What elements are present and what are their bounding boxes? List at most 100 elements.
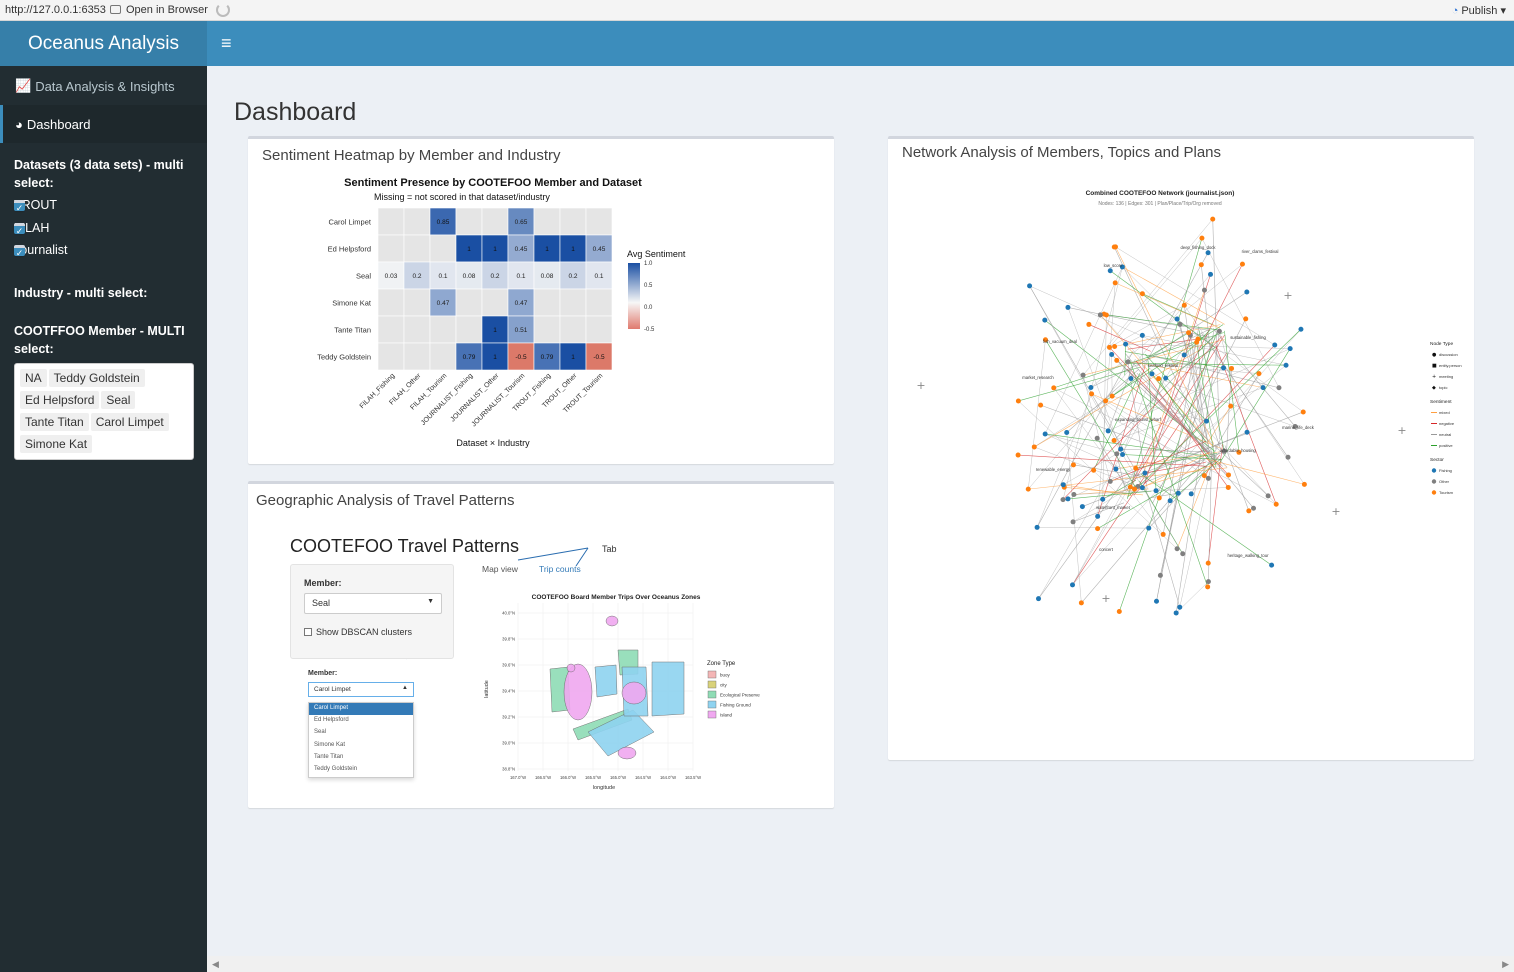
network-edge [1114,324,1221,347]
checkbox-label: Journalist [14,243,68,257]
network-node [1251,505,1257,511]
caret-up-icon: ▲ [402,685,408,691]
heatmap-xlabel: Dataset × Industry [456,438,530,448]
member-option[interactable]: Ed Helpsford [314,717,349,724]
network-edge [1140,474,1272,566]
tab-map-view[interactable]: Map view [482,564,518,574]
map-legend-swatch [707,670,717,679]
refresh-icon[interactable] [216,3,230,17]
publish-button[interactable]: ◔ Publish ▾ [1451,5,1506,17]
member-option[interactable]: Simone Kat [314,741,346,748]
sidebar-item-data-analysis[interactable]: 📈 Data Analysis & Insights [0,67,207,105]
network-edge [1044,319,1216,452]
sidebar-item-dashboard[interactable]: ◕ Dashboard [0,105,207,143]
member-option[interactable]: Teddy Goldstein [314,765,358,772]
network-edge [1151,492,1179,498]
network-node [1079,504,1085,510]
tab-trip-counts[interactable]: Trip counts [539,564,581,574]
legend-title: Node Type [1430,341,1453,347]
network-edge [1124,411,1304,481]
network-node [1133,465,1139,471]
heatmap-row-label: Simone Kat [332,299,372,308]
network-node [1091,467,1097,473]
network-node [1236,449,1242,455]
member-chip[interactable]: Simone Kat [20,435,93,453]
dataset-checkbox-trout[interactable]: ✓ TROUT [14,198,57,213]
member-chip[interactable]: Carol Limpet [90,413,169,431]
network-node-label: expanding_tourist_wharf [1115,417,1161,422]
heatmap-cell-label: 1 [571,246,575,253]
network-edge [1072,331,1220,585]
map-x-tick: 166.5°W [535,775,551,780]
open-member-label: Member: [308,670,338,677]
open-in-browser-label: Open in Browser [126,4,208,16]
member-chip[interactable]: Teddy Goldstein [48,369,145,387]
app-logo[interactable]: Oceanus Analysis [0,21,207,66]
network-node [1086,321,1092,327]
member-chip[interactable]: Seal [101,391,136,409]
dbscan-checkbox[interactable]: Show DBSCAN clusters [304,627,412,637]
heatmap-cell [507,342,535,371]
network-edge [1073,487,1229,495]
viewer-url[interactable]: http://127.0.0.1:6353 [5,4,106,16]
travel-member-select[interactable]: Seal ▼ [304,593,442,614]
heatmap-cell [585,207,613,236]
network-node [1100,496,1106,502]
heatmap-col-label: JOURNALIST_Fishing [420,372,475,427]
network-node [1042,431,1048,437]
network-edge [1038,480,1125,599]
member-chip[interactable]: Ed Helpsford [20,391,100,409]
member-dropdown-list: Carol Limpet Ed Helpsford Seal Simone Ka… [308,702,414,778]
network-node [1244,429,1250,435]
heatmap-cell-label: 1 [493,327,497,334]
member-multiselect[interactable]: NA Teddy Goldstein Ed Helpsford Seal Tante… [14,363,194,460]
heatmap-cell [559,207,587,236]
network-edge [1067,307,1121,450]
network-edge [1108,348,1291,432]
heatmap-cell [429,342,457,371]
network-node [1065,496,1071,502]
map-title: COOTEFOO Board Member Trips Over Oceanus… [532,594,701,601]
dataset-checkbox-journalist[interactable]: ✓ Journalist [14,243,68,258]
network-edge [1201,264,1211,352]
heatmap-cell [507,234,535,263]
legend-title: Sector [1430,457,1444,463]
heatmap-cell-label: 0.79 [463,354,476,361]
member-option[interactable]: Tante Titan [314,753,344,760]
hamburger-icon[interactable]: ≡ [221,33,232,53]
network-edge [1142,451,1211,488]
scroll-right-icon[interactable]: ▶ [1502,959,1509,969]
member-chip[interactable]: NA [20,369,47,387]
scroll-left-icon[interactable]: ◀ [212,959,219,969]
meeting-node: + [1397,424,1406,437]
top-navbar: ≡ [207,21,1514,66]
horizontal-scrollbar[interactable]: ◀ ▶ [207,956,1514,972]
member-chip[interactable]: Tante Titan [20,413,89,431]
member-option[interactable]: Carol Limpet [309,703,413,716]
bar-chart-icon: 📈 [15,78,32,93]
dataset-checkbox-filah[interactable]: ✓ FILAH [14,221,49,236]
heatmap-cell [403,315,431,344]
open-in-browser-button[interactable]: Open in Browser [110,4,208,16]
legend-label: mixed [1439,410,1450,415]
open-member-select[interactable]: Carol Limpet ▲ [308,682,414,697]
network-node [1287,346,1293,352]
heatmap-cell-label: 0.03 [385,273,398,280]
network-node [1120,451,1126,457]
member-option[interactable]: Seal [314,729,327,736]
legend-dot [1431,468,1437,473]
checkmark-icon: ✓ [14,244,25,258]
network-edge [1102,314,1107,500]
map-zone [605,615,619,627]
heatmap-cell-label: 1 [571,354,575,361]
network-edge [1145,487,1181,608]
viewer-toolbar: http://127.0.0.1:6353 Open in Browser ◔ P… [0,0,1514,21]
network-node [1142,470,1148,476]
map-zone [587,709,655,757]
network-edge [1119,335,1216,612]
heatmap-row-label: Teddy Goldstein [317,353,371,362]
network-node [1175,490,1181,496]
network-edge [1062,336,1223,500]
heatmap-row-label: Seal [356,272,371,281]
heatmap-cell [429,315,457,344]
